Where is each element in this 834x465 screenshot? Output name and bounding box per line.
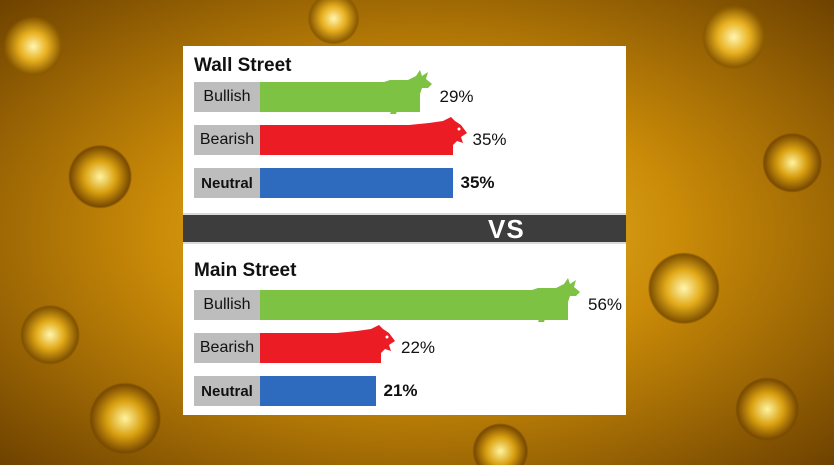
sentiment-panel: Wall Street Bullish 29% Bearish 35% Neut… (183, 46, 626, 415)
bear-icon (337, 325, 395, 361)
wall-bullish-value: 29% (439, 87, 474, 106)
main-neutral-row: Neutral 21% (194, 376, 624, 406)
bull-icon (526, 278, 580, 322)
main-bullish-value: 56% (588, 295, 623, 314)
bull-icon (377, 70, 432, 114)
main-bearish-value: 22% (401, 338, 436, 357)
main-bearish-row: Bearish 22% (194, 325, 624, 363)
wall-neutral-value: 35% (460, 173, 495, 192)
main-bearish-label: Bearish (194, 333, 260, 363)
main-street-section: Main Street Bullish 56% Bearish 22% Neut… (183, 244, 626, 415)
wall-bearish-value: 35% (472, 130, 507, 149)
main-neutral-value: 21% (383, 381, 418, 400)
main-bullish-bar (260, 290, 568, 320)
wall-neutral-label: Neutral (194, 168, 260, 198)
bear-icon (408, 117, 467, 153)
wall-neutral-bar (260, 168, 453, 198)
wall-street-section: Wall Street Bullish 29% Bearish 35% Neut… (183, 46, 626, 213)
wall-bearish-label: Bearish (194, 125, 260, 155)
vs-label: VS (488, 214, 525, 244)
wall-bearish-row: Bearish 35% (194, 117, 624, 155)
main-neutral-bar (260, 376, 376, 406)
wall-street-title: Wall Street (194, 55, 292, 76)
wall-bullish-row: Bullish 29% (194, 70, 624, 114)
vs-divider: VS (183, 213, 626, 244)
main-street-title: Main Street (194, 260, 297, 281)
main-bullish-label: Bullish (194, 290, 260, 320)
main-bullish-row: Bullish 56% (194, 278, 624, 322)
main-neutral-label: Neutral (194, 376, 260, 406)
wall-bullish-label: Bullish (194, 82, 260, 112)
wall-neutral-row: Neutral 35% (194, 168, 624, 198)
